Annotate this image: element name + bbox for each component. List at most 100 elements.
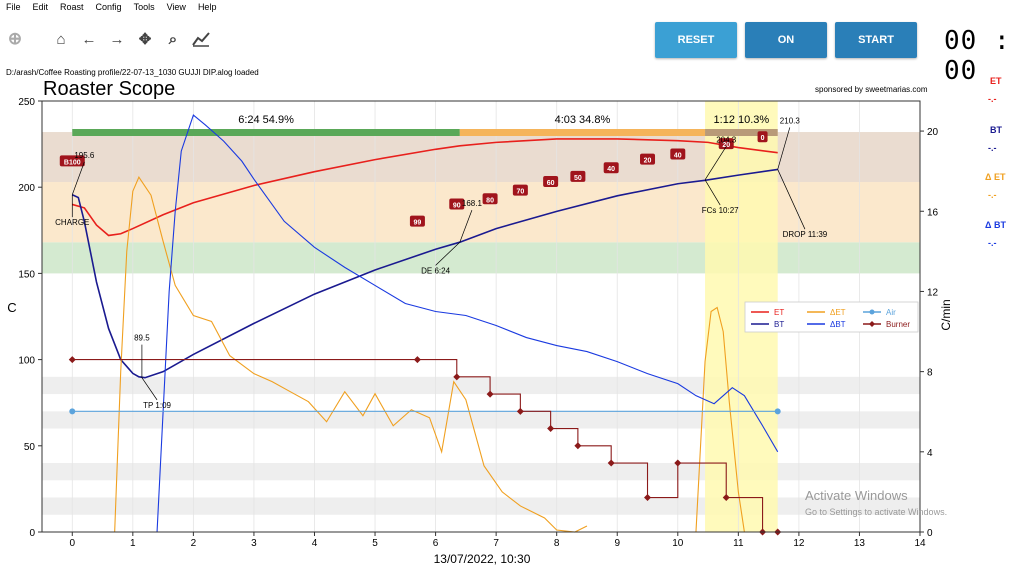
forward-arrow-icon[interactable]: →	[109, 30, 125, 48]
stripe-band-3	[42, 497, 920, 515]
lcd-bt-value: -.-	[988, 143, 997, 153]
menu-help[interactable]: Help	[197, 2, 217, 12]
y2-axis-label: C/min	[939, 299, 953, 330]
x-tick-label: 7	[493, 538, 499, 549]
x-tick-label: 4	[312, 538, 318, 549]
stripe-band-0	[42, 376, 920, 395]
y2-tick-label: 16	[927, 207, 939, 218]
menu-roast[interactable]: Roast	[60, 2, 84, 12]
menu-edit[interactable]: Edit	[32, 2, 49, 12]
x-tick-label: 12	[793, 538, 805, 549]
burner-event-label: 60	[547, 180, 555, 187]
annotation-label: DROP 11:39	[783, 230, 828, 239]
home-icon[interactable]: ⌂	[56, 30, 66, 48]
burner-point	[413, 356, 421, 364]
toolbar: ⊕ ⌂ ← → ✥ ⌕	[4, 26, 212, 52]
y-tick-label: 0	[29, 528, 35, 539]
legend-entry-label: ΔBT	[830, 320, 846, 329]
menu-config[interactable]: Config	[95, 2, 122, 12]
zone-band-dev	[42, 132, 920, 183]
series-bt-line-1	[71, 168, 778, 379]
annotation-leader	[704, 146, 727, 180]
stripe-band-2	[42, 463, 920, 481]
lcd-det-label: Δ ET	[985, 172, 1006, 182]
zoom-icon[interactable]: ⌕	[168, 30, 178, 48]
lcd-bt-label: BT	[990, 125, 1002, 135]
air-point	[774, 408, 781, 415]
burner-event-label: 80	[486, 197, 494, 204]
burner-event-marker	[449, 198, 465, 210]
add-icon[interactable]: ⊕	[7, 29, 23, 48]
y2-tick-label: 20	[927, 127, 939, 138]
reset-button[interactable]: RESET	[655, 22, 737, 58]
chart-icon[interactable]	[190, 26, 212, 52]
x-tick-label: 10	[672, 538, 684, 549]
annotation-label: CHARGE	[55, 218, 89, 227]
pan-icon[interactable]: ✥	[138, 31, 152, 48]
burner-event-label: 90	[453, 202, 461, 209]
burner-point	[547, 425, 555, 433]
file-status: D:/arash/Coffee Roasting profile/22-07-1…	[6, 68, 259, 77]
on-button[interactable]: ON	[745, 22, 827, 58]
legend-marker	[869, 321, 875, 327]
burner-event-marker	[59, 155, 85, 167]
burner-event-marker	[482, 193, 498, 205]
lcd-det-value: -.-	[988, 190, 997, 200]
burner-event-marker	[718, 138, 734, 150]
phase-label-2: 1:12 10.3%	[714, 114, 770, 126]
annotation-label: TP 1:09	[143, 401, 171, 410]
start-button[interactable]: START	[835, 22, 917, 58]
back-arrow-icon[interactable]: ←	[81, 30, 97, 48]
x-tick-label: 5	[372, 538, 378, 549]
burner-event-label: 20	[722, 142, 730, 149]
stripe-band-1	[42, 411, 920, 429]
x-tick-label: 9	[614, 538, 620, 549]
zone-band-drying	[42, 242, 920, 274]
y2-tick-label: 8	[927, 368, 933, 379]
series-et-line-2	[114, 176, 588, 533]
legend-box	[744, 301, 919, 333]
burner-point	[486, 390, 494, 398]
burner-event-marker	[570, 170, 586, 182]
menu-file[interactable]: File	[6, 2, 21, 12]
annotation-label: 210.3	[780, 116, 801, 125]
y2-tick-label: 4	[927, 448, 933, 459]
burner-point	[607, 459, 615, 467]
y-tick-label: 150	[18, 269, 35, 280]
y-tick-label: 100	[18, 356, 35, 367]
annotation-leader	[704, 179, 721, 206]
lcd-dbt-value: -.-	[988, 238, 997, 248]
y-tick-label: 200	[18, 183, 35, 194]
air-point	[69, 408, 76, 415]
annotation-leader	[459, 210, 473, 243]
burner-event-label: 40	[607, 166, 615, 173]
burner-point	[453, 373, 461, 381]
annotation-label: 168.1	[462, 199, 483, 208]
phase-label-1: 4:03 34.8%	[555, 114, 611, 126]
x-tick-label: 11	[733, 538, 744, 549]
roast-timer: 00 : 00	[944, 26, 1011, 86]
x-tick-label: 1	[130, 538, 136, 549]
menu-tools[interactable]: Tools	[133, 2, 155, 12]
burner-point	[722, 494, 730, 502]
menu-view[interactable]: View	[166, 2, 186, 12]
y2-tick-label: 0	[927, 528, 933, 539]
series-bt-line-4	[156, 114, 779, 533]
series-et-line-3	[695, 306, 745, 533]
x-tick-label: 2	[191, 538, 197, 549]
burner-event-label: 70	[516, 189, 524, 196]
annotation-leader	[141, 377, 158, 401]
burner-event-marker	[543, 176, 559, 188]
annotation-leader	[71, 161, 85, 195]
burner-event-marker	[603, 162, 619, 174]
activation-watermark: Activate Windows	[805, 488, 908, 503]
annotation-label: 204.3	[716, 135, 737, 144]
phase-bar-1	[459, 129, 706, 136]
burner-event-marker	[670, 148, 686, 160]
annotation-label: DE 6:24	[421, 266, 450, 275]
y-tick-label: 50	[24, 442, 36, 453]
phase-label-0: 6:24 54.9%	[238, 114, 294, 126]
legend-entry-label: ΔET	[830, 308, 846, 317]
burner-event-marker	[640, 153, 656, 165]
